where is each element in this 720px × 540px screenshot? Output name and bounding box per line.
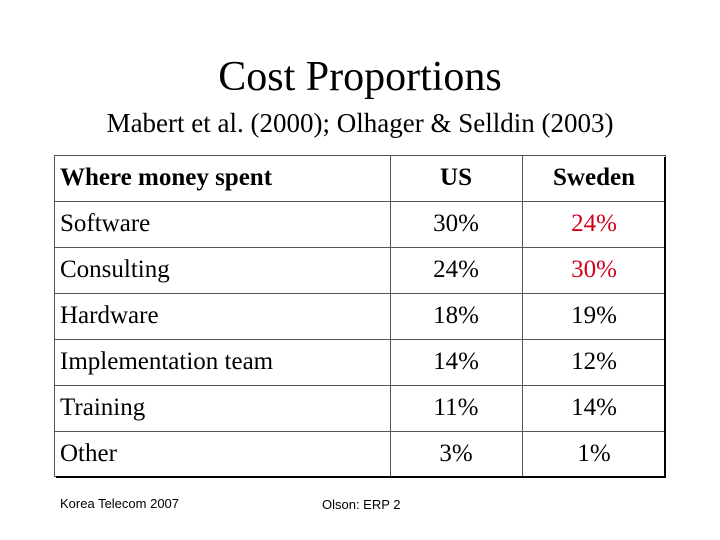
table-header-row: Where money spent US Sweden: [54, 155, 666, 201]
table-row-hardware: Hardware 18% 19%: [54, 293, 666, 339]
row-divider: [54, 339, 666, 340]
slide-title: Cost Proportions: [218, 54, 502, 100]
header-us: US: [440, 164, 472, 191]
row-item: Consulting: [60, 256, 170, 283]
row-item: Other: [60, 440, 117, 467]
row-item: Software: [60, 210, 151, 237]
row-sweden-value: 19%: [571, 302, 617, 329]
row-divider: [54, 293, 666, 294]
row-sweden-value: 1%: [577, 440, 611, 467]
column-divider: [390, 155, 391, 477]
row-us-value: 30%: [433, 210, 479, 237]
row-us-value: 11%: [433, 394, 479, 421]
row-divider: [54, 385, 666, 386]
row-sweden-value: 30%: [571, 256, 617, 283]
row-divider: [54, 247, 666, 248]
footer-left-text: Korea Telecom 2007: [60, 496, 180, 511]
table-row-software: Software 30% 24%: [54, 201, 666, 247]
row-us-value: 14%: [433, 348, 479, 375]
row-us-value: 24%: [433, 256, 479, 283]
row-item: Training: [60, 394, 146, 421]
table-left-border: [54, 155, 55, 477]
row-us-value: 18%: [433, 302, 479, 329]
column-divider: [522, 155, 523, 477]
table-row-other: Other 3% 1%: [54, 431, 666, 477]
footer-center-text: Olson: ERP 2: [322, 497, 401, 512]
header-where-money-spent: Where money spent: [60, 164, 273, 191]
header-top-border: [54, 155, 666, 156]
table-row-implementation-team: Implementation team 14% 12%: [54, 339, 666, 385]
row-divider: [54, 201, 666, 202]
row-item: Hardware: [60, 302, 159, 329]
slide-subtitle: Mabert et al. (2000); Olhager & Selldin …: [106, 108, 614, 138]
table-shadow-right: [664, 157, 666, 477]
table-row-consulting: Consulting 24% 30%: [54, 247, 666, 293]
row-sweden-value: 12%: [571, 348, 617, 375]
cost-table: Where money spent US Sweden Software 30%…: [54, 155, 666, 477]
row-item: Implementation team: [60, 348, 274, 375]
table-shadow-bottom: [56, 476, 666, 478]
row-sweden-value: 24%: [571, 210, 617, 237]
row-sweden-value: 14%: [571, 394, 617, 421]
table-row-training: Training 11% 14%: [54, 385, 666, 431]
row-divider: [54, 431, 666, 432]
row-us-value: 3%: [439, 440, 473, 467]
header-sweden: Sweden: [553, 164, 635, 191]
